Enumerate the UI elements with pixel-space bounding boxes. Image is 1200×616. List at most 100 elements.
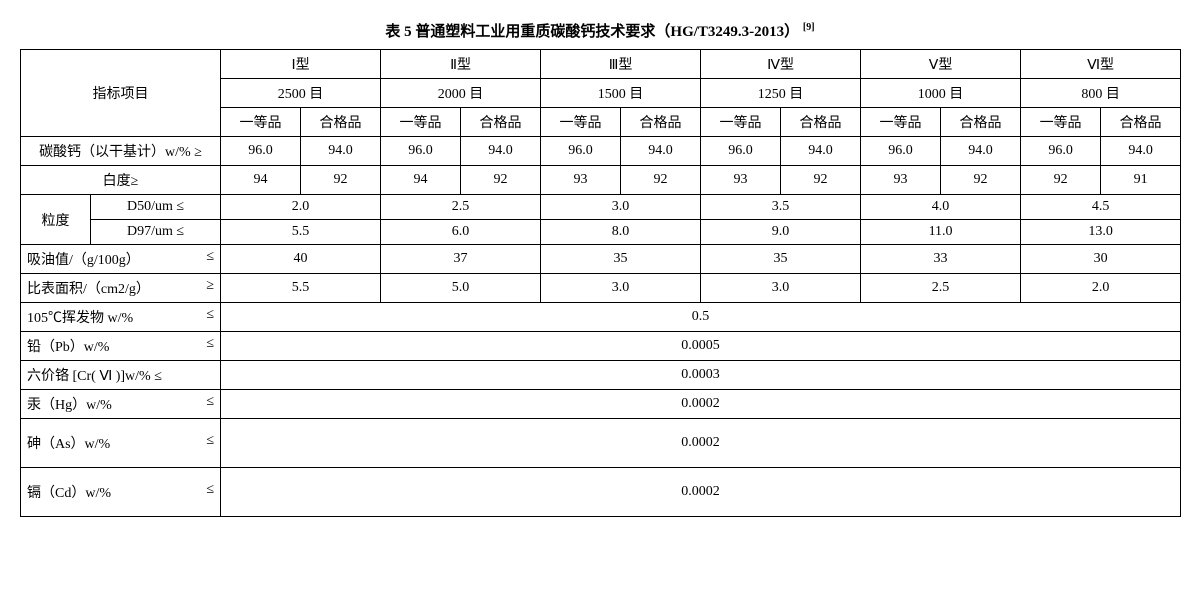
val: 3.0 xyxy=(541,274,701,303)
val: 4.0 xyxy=(861,195,1021,220)
val: 3.5 xyxy=(701,195,861,220)
val: 94.0 xyxy=(941,137,1021,166)
val: 94 xyxy=(381,166,461,195)
label-sym: ≤ xyxy=(206,249,214,265)
label-caco3: 碳酸钙（以干基计）w/% ≥ xyxy=(21,137,221,166)
label-cr: 六价铬 [Cr( Ⅵ )]w/% ≤ xyxy=(21,361,221,390)
val: 94.0 xyxy=(781,137,861,166)
val: 8.0 xyxy=(541,220,701,245)
row-oil: 吸油值/（g/100g） ≤ 40 37 35 35 33 30 xyxy=(21,245,1181,274)
grade-b: 合格品 xyxy=(941,108,1021,137)
val: 9.0 xyxy=(701,220,861,245)
val: 2.5 xyxy=(861,274,1021,303)
val: 40 xyxy=(221,245,381,274)
grade-a: 一等品 xyxy=(381,108,461,137)
grade-a: 一等品 xyxy=(701,108,781,137)
val: 33 xyxy=(861,245,1021,274)
val: 37 xyxy=(381,245,541,274)
val: 3.0 xyxy=(541,195,701,220)
grade-a: 一等品 xyxy=(861,108,941,137)
val: 94 xyxy=(221,166,301,195)
grade-b: 合格品 xyxy=(301,108,381,137)
table-caption: 表 5 普通塑料工业用重质碳酸钙技术要求（HG/T3249.3-2013） [9… xyxy=(20,20,1180,41)
label-sym: ≥ xyxy=(206,278,214,294)
header-type-6: Ⅵ型 xyxy=(1021,50,1181,79)
val: 4.5 xyxy=(1021,195,1181,220)
label-hg: 汞（Hg）w/%≤ xyxy=(21,390,221,419)
val: 3.0 xyxy=(701,274,861,303)
label-text: 比表面积/（cm2/g） xyxy=(27,282,150,297)
val: 5.5 xyxy=(221,220,381,245)
row-cr: 六价铬 [Cr( Ⅵ )]w/% ≤ 0.0003 xyxy=(21,361,1181,390)
label-text: 镉（Cd）w/% xyxy=(27,486,111,501)
val: 92 xyxy=(461,166,541,195)
val: 94.0 xyxy=(1101,137,1181,166)
header-mesh-2: 2000 目 xyxy=(381,79,541,108)
header-row-types: 指标项目 Ⅰ型 Ⅱ型 Ⅲ型 Ⅳ型 Ⅴ型 Ⅵ型 xyxy=(21,50,1181,79)
row-ssa: 比表面积/（cm2/g）≥ 5.5 5.0 3.0 3.0 2.5 2.0 xyxy=(21,274,1181,303)
val: 2.5 xyxy=(381,195,541,220)
val: 0.0002 xyxy=(221,468,1181,517)
label-cd: 镉（Cd）w/%≤ xyxy=(21,468,221,517)
val: 35 xyxy=(701,245,861,274)
spec-table: 指标项目 Ⅰ型 Ⅱ型 Ⅲ型 Ⅳ型 Ⅴ型 Ⅵ型 2500 目 2000 目 150… xyxy=(20,49,1181,517)
grade-b: 合格品 xyxy=(781,108,861,137)
header-mesh-4: 1250 目 xyxy=(701,79,861,108)
caption-ref: [9] xyxy=(803,22,815,33)
label-text: 铅（Pb）w/% xyxy=(27,340,109,355)
val: 0.5 xyxy=(221,303,1181,332)
label-pb: 铅（Pb）w/% ≤ xyxy=(21,332,221,361)
val: 0.0005 xyxy=(221,332,1181,361)
label-as: 砷（As）w/%≤ xyxy=(21,419,221,468)
row-pb: 铅（Pb）w/% ≤ 0.0005 xyxy=(21,332,1181,361)
label-d97: D97/um ≤ xyxy=(91,220,221,245)
val: 96.0 xyxy=(541,137,621,166)
label-text: 吸油值/（g/100g） xyxy=(27,253,140,268)
val: 96.0 xyxy=(861,137,941,166)
label-text: 砷（As）w/% xyxy=(27,437,110,452)
val: 6.0 xyxy=(381,220,541,245)
val: 2.0 xyxy=(221,195,381,220)
header-type-2: Ⅱ型 xyxy=(381,50,541,79)
val: 0.0002 xyxy=(221,390,1181,419)
label-sym: ≤ xyxy=(206,336,214,352)
val: 92 xyxy=(1021,166,1101,195)
caption-text: 表 5 普通塑料工业用重质碳酸钙技术要求（HG/T3249.3-2013） xyxy=(385,24,799,40)
label-sym: ≤ xyxy=(206,307,214,323)
grade-a: 一等品 xyxy=(1021,108,1101,137)
val: 13.0 xyxy=(1021,220,1181,245)
val: 96.0 xyxy=(221,137,301,166)
val: 93 xyxy=(701,166,781,195)
label-sym: ≤ xyxy=(206,394,214,410)
row-whiteness: 白度≥ 9492 9492 9392 9392 9392 9291 xyxy=(21,166,1181,195)
val: 35 xyxy=(541,245,701,274)
header-mesh-3: 1500 目 xyxy=(541,79,701,108)
val: 96.0 xyxy=(381,137,461,166)
header-type-1: Ⅰ型 xyxy=(221,50,381,79)
val: 92 xyxy=(781,166,861,195)
label-vol: 105℃挥发物 w/% ≤ xyxy=(21,303,221,332)
grade-a: 一等品 xyxy=(541,108,621,137)
header-indicator: 指标项目 xyxy=(21,50,221,137)
row-d50: 粒度 D50/um ≤ 2.0 2.5 3.0 3.5 4.0 4.5 xyxy=(21,195,1181,220)
header-mesh-6: 800 目 xyxy=(1021,79,1181,108)
header-mesh-5: 1000 目 xyxy=(861,79,1021,108)
val: 91 xyxy=(1101,166,1181,195)
row-vol: 105℃挥发物 w/% ≤ 0.5 xyxy=(21,303,1181,332)
val: 96.0 xyxy=(701,137,781,166)
grade-b: 合格品 xyxy=(1101,108,1181,137)
val: 5.0 xyxy=(381,274,541,303)
grade-a: 一等品 xyxy=(221,108,301,137)
label-text: 105℃挥发物 w/% xyxy=(27,311,133,326)
val: 30 xyxy=(1021,245,1181,274)
val: 93 xyxy=(861,166,941,195)
header-type-4: Ⅳ型 xyxy=(701,50,861,79)
label-oil: 吸油值/（g/100g） ≤ xyxy=(21,245,221,274)
row-hg: 汞（Hg）w/%≤ 0.0002 xyxy=(21,390,1181,419)
header-type-5: Ⅴ型 xyxy=(861,50,1021,79)
row-cd: 镉（Cd）w/%≤ 0.0002 xyxy=(21,468,1181,517)
val: 93 xyxy=(541,166,621,195)
val: 0.0003 xyxy=(221,361,1181,390)
val: 94.0 xyxy=(621,137,701,166)
val: 92 xyxy=(301,166,381,195)
